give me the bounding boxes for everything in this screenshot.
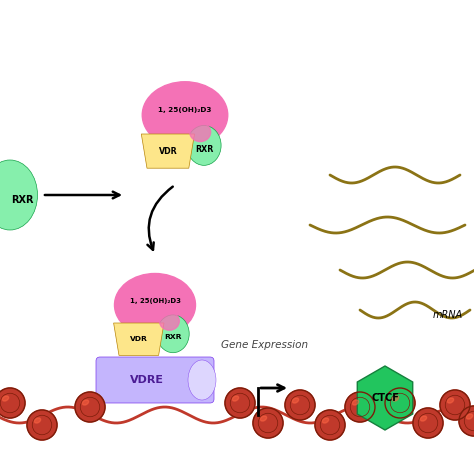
Text: VDR: VDR [130,336,148,342]
Ellipse shape [82,400,89,405]
Circle shape [315,410,345,440]
Polygon shape [357,366,413,430]
Circle shape [0,388,25,418]
Circle shape [413,408,443,438]
Ellipse shape [420,416,427,421]
Text: RXR: RXR [164,334,182,340]
Circle shape [440,390,470,420]
Ellipse shape [232,396,238,401]
Ellipse shape [352,400,359,405]
Circle shape [345,392,375,422]
Circle shape [27,410,57,440]
Ellipse shape [447,398,454,403]
Text: RXR: RXR [195,145,213,154]
Ellipse shape [188,115,216,149]
Ellipse shape [187,126,221,165]
Ellipse shape [0,160,37,230]
Polygon shape [141,134,194,168]
Ellipse shape [260,416,267,421]
Ellipse shape [188,360,216,400]
Ellipse shape [466,414,473,419]
Circle shape [75,392,105,422]
Ellipse shape [159,312,179,330]
Text: 1, 25(OH)₂D3: 1, 25(OH)₂D3 [158,107,212,113]
Ellipse shape [2,396,9,401]
Ellipse shape [158,305,185,337]
Text: RXR: RXR [11,195,33,205]
Text: CTCF: CTCF [371,393,399,403]
Ellipse shape [157,315,189,353]
Text: 1, 25(OH)₂D3: 1, 25(OH)₂D3 [129,298,181,303]
Ellipse shape [292,398,299,403]
Ellipse shape [190,123,210,142]
Ellipse shape [125,305,152,337]
Ellipse shape [322,418,328,423]
Circle shape [285,390,315,420]
Text: VDR: VDR [158,146,177,155]
FancyBboxPatch shape [96,357,214,403]
Ellipse shape [35,418,41,423]
Text: VDRE: VDRE [130,375,164,385]
Circle shape [459,406,474,436]
Circle shape [385,388,415,418]
Text: mRNA: mRNA [433,310,463,320]
Ellipse shape [392,396,399,401]
Polygon shape [114,323,164,356]
Ellipse shape [115,273,195,337]
Circle shape [225,388,255,418]
Ellipse shape [154,115,182,149]
Circle shape [253,408,283,438]
Text: Gene Expression: Gene Expression [221,340,309,350]
Ellipse shape [142,82,228,148]
